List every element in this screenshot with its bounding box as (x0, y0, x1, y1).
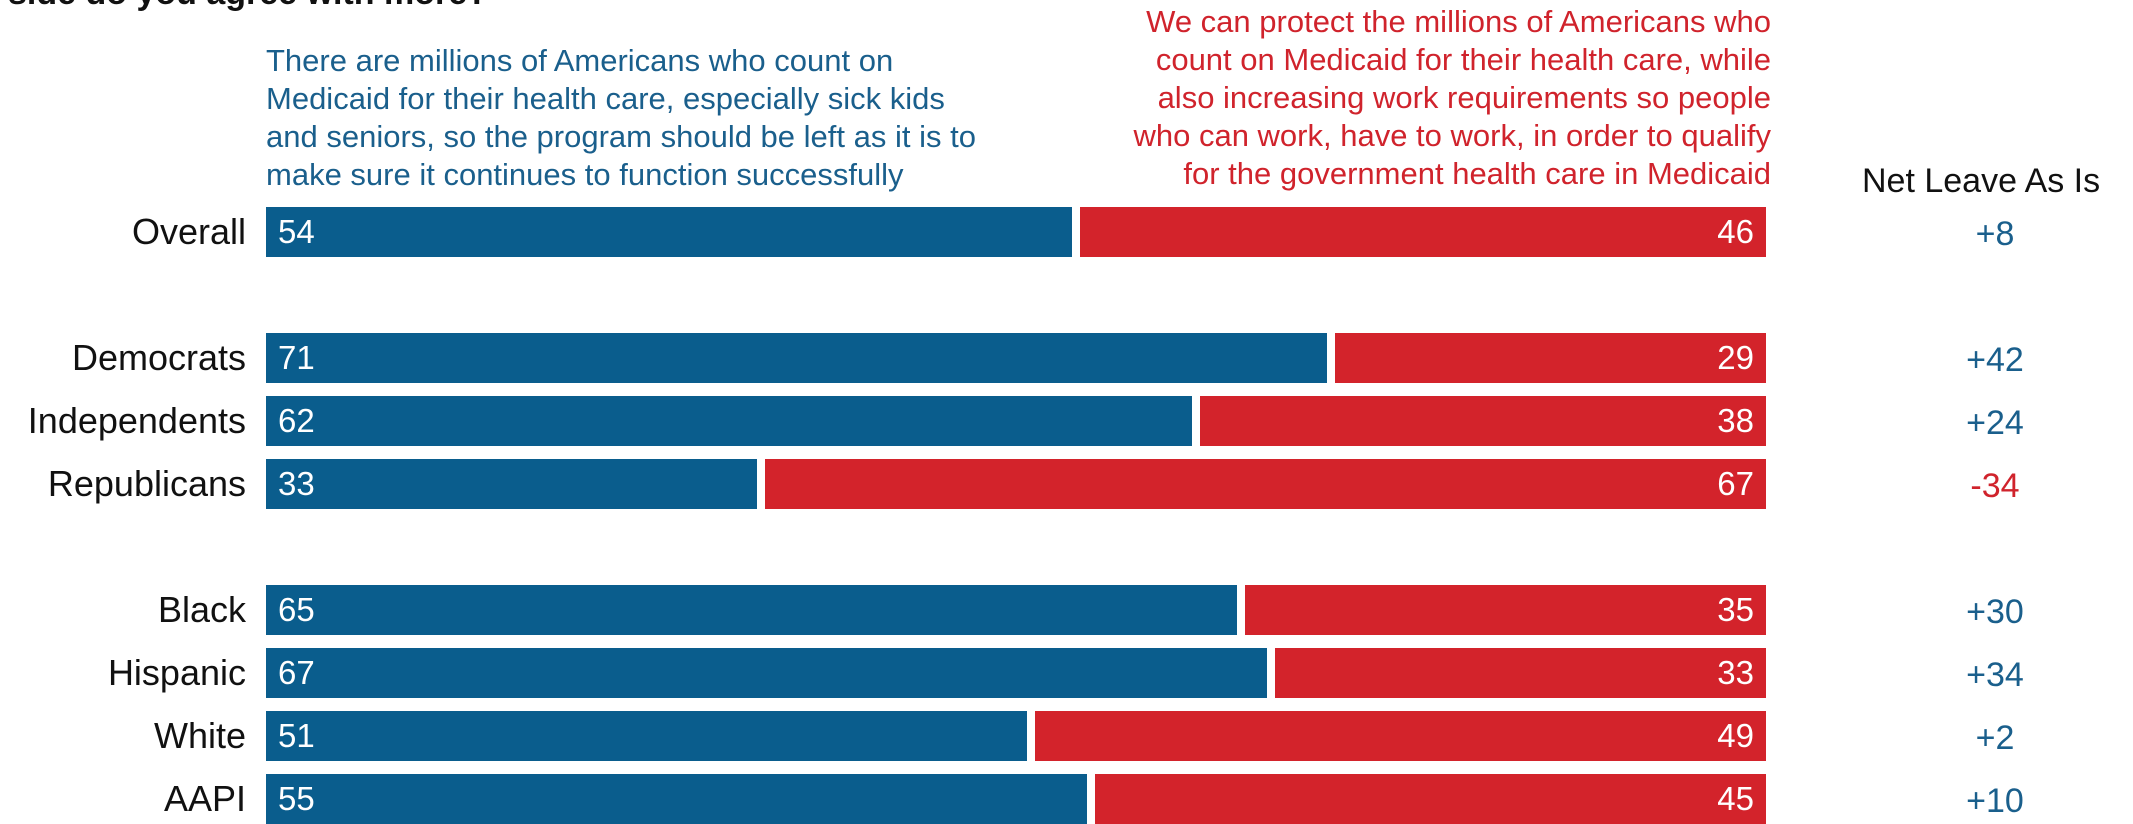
work-requirements-value: 33 (1717, 654, 1754, 691)
net-value: -34 (1970, 467, 2020, 505)
bar-row: Independents 62 38 +24 (0, 396, 2133, 446)
work-requirements-value: 29 (1717, 339, 1754, 376)
work-requirements-bar: 45 (1095, 774, 1766, 824)
category-label: Overall (131, 211, 246, 252)
work-requirements-bar: 35 (1245, 585, 1766, 635)
net-value: +42 (1966, 341, 2024, 379)
leave-as-is-bar: 71 (266, 333, 1327, 383)
leave-as-is-value: 62 (278, 402, 315, 439)
leave-as-is-bar: 55 (266, 774, 1087, 824)
leave-as-is-value: 67 (278, 654, 315, 691)
net-value: +30 (1966, 593, 2024, 631)
question-text: side do you agree with more? (8, 0, 488, 13)
category-label: Hispanic (107, 652, 246, 693)
bar-row: AAPI 55 45 +10 (0, 774, 2133, 824)
bar-row: Black 65 35 +30 (0, 585, 2133, 635)
net-column-header: Net Leave As Is (1862, 162, 2101, 200)
work-requirements-value: 38 (1717, 402, 1754, 439)
work-requirements-statement: We can protect the millions of Americans… (1133, 4, 1771, 191)
work-requirements-value: 67 (1717, 465, 1754, 502)
category-label: AAPI (163, 778, 246, 819)
leave-as-is-value: 65 (278, 591, 315, 628)
bar-row: White 51 49 +2 (0, 711, 2133, 761)
work-requirements-bar: 46 (1080, 207, 1766, 257)
leave-as-is-bar: 67 (266, 648, 1267, 698)
work-requirements-value: 45 (1717, 780, 1754, 817)
net-value: +24 (1966, 404, 2024, 442)
work-requirements-bar: 38 (1200, 396, 1766, 446)
leave-as-is-bar: 51 (266, 711, 1027, 761)
work-requirements-value: 49 (1717, 717, 1754, 754)
bar-row: Hispanic 67 33 +34 (0, 648, 2133, 698)
leave-as-is-value: 33 (278, 465, 315, 502)
leave-as-is-value: 51 (278, 717, 315, 754)
work-requirements-bar: 49 (1035, 711, 1766, 761)
leave-as-is-bar: 65 (266, 585, 1237, 635)
category-label: Democrats (71, 337, 246, 378)
net-value: +2 (1975, 719, 2015, 757)
work-requirements-bar: 33 (1275, 648, 1766, 698)
bar-row: Republicans 33 67 -34 (0, 459, 2133, 509)
work-requirements-bar: 29 (1335, 333, 1766, 383)
work-requirements-bar: 67 (765, 459, 1766, 509)
leave-as-is-bar: 54 (266, 207, 1072, 257)
category-label: Independents (27, 400, 246, 441)
bar-row: Democrats 71 29 +42 (0, 333, 2133, 383)
work-requirements-value: 35 (1717, 591, 1754, 628)
net-value: +10 (1966, 782, 2024, 820)
leave-as-is-bar: 62 (266, 396, 1192, 446)
category-label: White (153, 715, 246, 756)
bar-row: Overall 54 46 +8 (0, 207, 2133, 257)
work-requirements-value: 46 (1717, 213, 1754, 250)
leave-as-is-bar: 33 (266, 459, 757, 509)
net-value: +8 (1975, 215, 2015, 253)
leave-as-is-value: 55 (278, 780, 315, 817)
category-label: Black (157, 589, 246, 630)
leave-as-is-value: 71 (278, 339, 315, 376)
category-label: Republicans (47, 463, 246, 504)
leave-as-is-value: 54 (278, 213, 315, 250)
net-value: +34 (1966, 656, 2024, 694)
leave-as-is-statement: There are millions of Americans who coun… (266, 43, 976, 192)
